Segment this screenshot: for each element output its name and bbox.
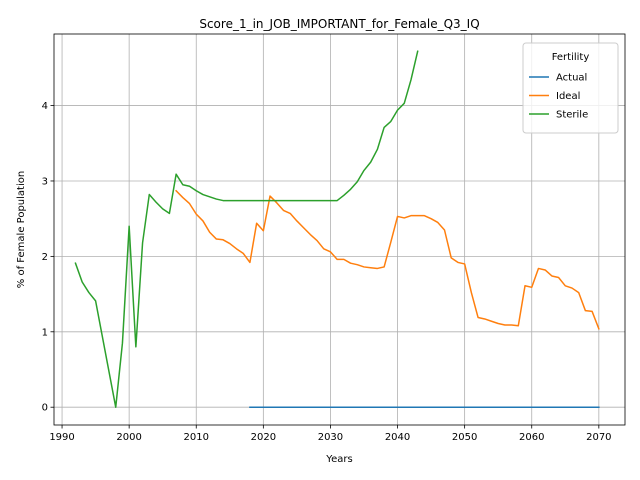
x-tick-label: 2000: [116, 432, 141, 443]
grid-lines: [54, 34, 625, 425]
x-tick-label: 2070: [586, 432, 611, 443]
y-axis: 0 1 2 3 4: [42, 101, 54, 414]
x-axis: 1990 2000 2010 2020 2030 2040 2050 2060 2070: [49, 425, 612, 443]
legend-frame: [522, 42, 619, 134]
legend-label-actual: Actual: [556, 73, 587, 84]
x-tick-label: 2040: [385, 432, 410, 443]
plot-frame: [53, 33, 626, 426]
series-line-ideal: [175, 189, 600, 330]
x-tick-label: 2030: [318, 432, 343, 443]
y-axis-label: % of Female Population: [16, 171, 27, 288]
x-tick-label: 2050: [452, 432, 477, 443]
series-lines: [74, 50, 600, 408]
x-tick-label: 2060: [519, 432, 544, 443]
x-axis-label: Years: [325, 454, 352, 465]
chart-title: Score_1_in_JOB_IMPORTANT_for_Female_Q3_I…: [199, 17, 479, 31]
y-tick-label: 3: [42, 176, 48, 187]
legend-label-ideal: Ideal: [556, 91, 580, 102]
x-tick-label: 1990: [49, 432, 74, 443]
y-tick-label: 2: [42, 252, 48, 263]
legend-title: Fertility: [552, 52, 590, 63]
series-line-sterile: [74, 50, 419, 408]
y-tick-label: 1: [42, 327, 48, 338]
legend-label-sterile: Sterile: [556, 110, 588, 121]
y-tick-label: 4: [42, 101, 48, 112]
legend: Fertility Actual Ideal Sterile: [522, 42, 619, 134]
y-tick-label: 0: [42, 403, 48, 414]
x-tick-label: 2010: [184, 432, 209, 443]
x-tick-label: 2020: [251, 432, 276, 443]
